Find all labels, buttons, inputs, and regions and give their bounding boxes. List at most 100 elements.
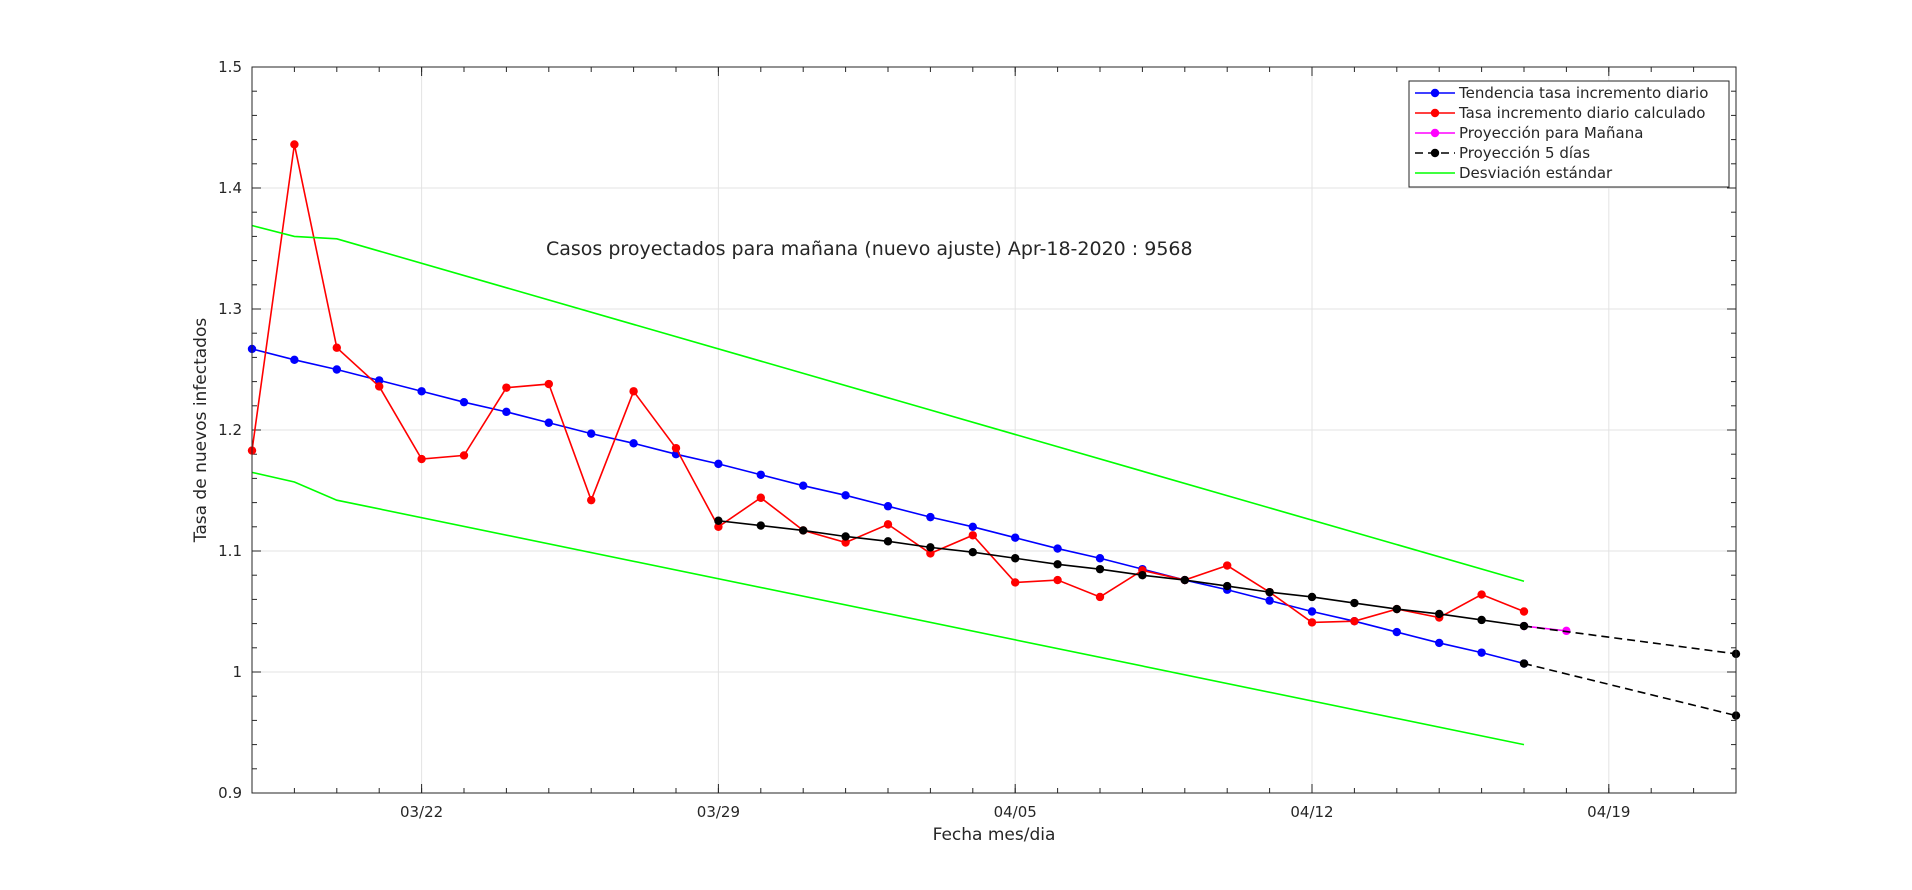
data-point (714, 459, 723, 469)
data-point (629, 387, 638, 396)
data-point (1138, 571, 1147, 580)
data-point (1053, 544, 1062, 553)
data-point (587, 429, 596, 438)
data-point (1435, 609, 1444, 619)
data-point (714, 522, 723, 531)
series-layer (247, 140, 1741, 746)
data-point (841, 538, 850, 547)
x-tick-label: 03/22 (400, 803, 443, 821)
legend-swatch-marker (1430, 88, 1440, 98)
series-line (718, 519, 1525, 627)
legend-swatch-marker (1430, 108, 1440, 118)
data-point (968, 531, 977, 540)
data-point (417, 454, 426, 464)
data-point (1011, 578, 1020, 587)
data-point (1477, 590, 1486, 599)
data-point (1180, 575, 1190, 585)
data-point (1223, 561, 1232, 570)
data-point (756, 521, 765, 530)
data-point (544, 418, 553, 427)
legend-entry: Desviación estándar (1415, 164, 1613, 182)
y-tick-label: 0.9 (218, 784, 242, 802)
legend-entry: Tasa incremento diario calculado (1415, 104, 1705, 122)
data-point (1011, 533, 1020, 542)
y-tick-label: 1 (232, 663, 242, 681)
data-point (714, 516, 723, 525)
data-point (926, 549, 935, 558)
series-line (1523, 662, 1737, 717)
data-point (1519, 607, 1529, 616)
data-point (883, 520, 893, 529)
data-point (332, 343, 341, 352)
series-line (251, 471, 1525, 746)
legend-entry: Proyección para Mañana (1415, 124, 1643, 142)
data-point (671, 443, 681, 453)
data-point (1265, 596, 1274, 605)
chart-annotation: Casos proyectados para mañana (nuevo aju… (546, 238, 1193, 260)
legend-label: Tasa incremento diario calculado (1458, 104, 1705, 122)
data-point (544, 379, 553, 389)
legend-entry: Proyección 5 días (1415, 144, 1590, 162)
data-point (459, 451, 469, 460)
data-point (1350, 616, 1359, 626)
legend-label: Proyección 5 días (1459, 144, 1590, 162)
data-point (883, 502, 893, 511)
data-point (1095, 554, 1105, 563)
data-point (1477, 615, 1486, 625)
legend-label: Proyección para Mañana (1459, 124, 1643, 142)
series-6 (251, 471, 1525, 746)
data-point (1095, 564, 1105, 574)
series-5 (251, 224, 1525, 583)
data-point (1350, 598, 1359, 608)
y-tick-label: 1.1 (218, 542, 242, 560)
data-point (1307, 618, 1317, 627)
data-point (629, 439, 638, 448)
x-tick-label: 04/19 (1587, 803, 1630, 821)
y-tick-label: 1.3 (218, 300, 242, 318)
data-point (1519, 621, 1529, 631)
legend-label: Tendencia tasa incremento diario (1458, 84, 1708, 102)
data-point (756, 470, 765, 479)
data-point (926, 512, 935, 522)
y-axis-title: Tasa de nuevos infectados (191, 318, 211, 544)
legend-label: Desviación estándar (1459, 164, 1613, 182)
y-tick-label: 1.4 (218, 179, 242, 197)
y-tick-label: 1.2 (218, 421, 242, 439)
data-point (1053, 575, 1062, 585)
x-tick-label: 03/29 (697, 803, 740, 821)
data-point (799, 481, 808, 490)
data-point (375, 382, 384, 391)
legend-swatch-marker (1430, 148, 1440, 158)
data-point (968, 522, 977, 531)
series-line (251, 224, 1525, 583)
data-point (375, 376, 384, 385)
data-point (1392, 627, 1402, 637)
plot-frame (251, 66, 1737, 794)
x-axis-title: Fecha mes/dia (933, 825, 1056, 845)
data-point (1053, 560, 1062, 569)
grid (252, 66, 1736, 794)
data-point (1265, 587, 1274, 597)
data-point (799, 526, 808, 535)
axes: 0.9 1 1.1 1.2 1.3 1.4 1.5 03/22 03/29 04/05 04/12 0… (218, 58, 1737, 821)
data-point (1223, 581, 1232, 591)
data-point (1477, 648, 1486, 657)
x-tick-label: 04/12 (1290, 803, 1333, 821)
legend-box (1408, 80, 1730, 188)
legend-swatch-marker (1430, 128, 1440, 138)
data-point (1011, 554, 1020, 563)
data-point (290, 140, 299, 149)
data-point (1095, 592, 1105, 602)
legend: Tendencia tasa incremento diario Tasa inc… (1408, 80, 1730, 188)
data-point (332, 365, 341, 374)
data-point (290, 355, 299, 365)
data-point (1519, 659, 1529, 668)
data-point (1392, 604, 1402, 614)
data-point (1307, 607, 1317, 616)
data-point (502, 383, 511, 392)
data-point (1307, 592, 1317, 602)
data-point (756, 493, 765, 502)
legend-entry: Tendencia tasa incremento diario (1415, 84, 1708, 102)
y-tick-label: 1.5 (218, 58, 242, 76)
